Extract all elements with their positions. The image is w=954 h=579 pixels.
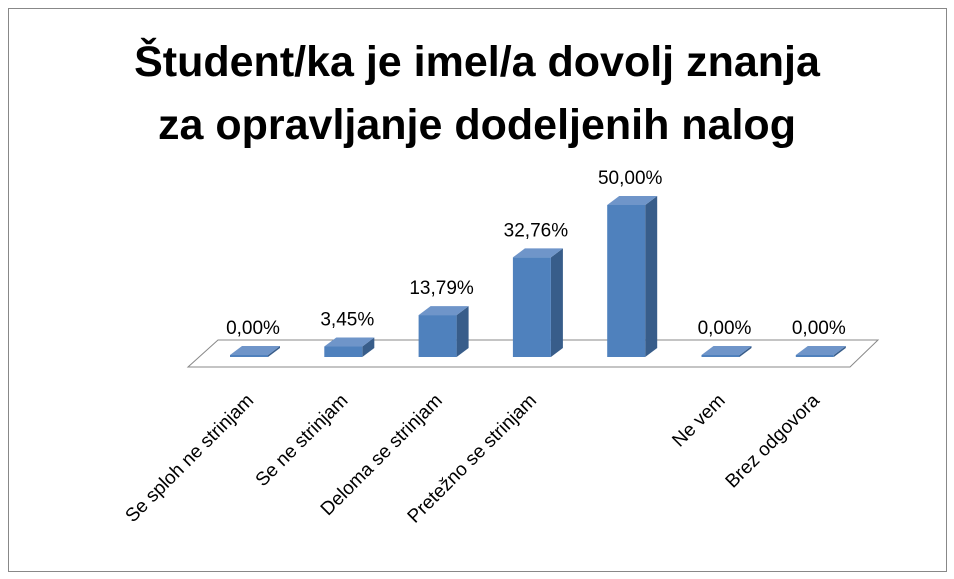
bar-top	[607, 196, 658, 205]
data-label: 0,00%	[792, 318, 846, 339]
bar-side	[739, 346, 752, 357]
bar-top	[795, 346, 846, 355]
data-label: 13,79%	[409, 278, 474, 299]
bar-top	[418, 306, 469, 316]
data-label: 0,00%	[226, 318, 280, 339]
bar	[230, 355, 268, 357]
bar	[701, 355, 740, 357]
bar	[795, 355, 834, 357]
data-label: 3,45%	[320, 310, 374, 331]
bar-side	[456, 306, 469, 357]
bar-top	[324, 337, 375, 347]
bar	[607, 205, 646, 357]
bar-top	[701, 346, 752, 355]
chart-frame	[8, 8, 947, 572]
bar-side	[550, 248, 563, 357]
bar-side	[833, 346, 846, 357]
chart-title: Študent/ka je imel/a dovolj znanja za opr…	[134, 37, 821, 149]
bar	[324, 346, 363, 357]
bar-side	[268, 346, 280, 357]
bar-top	[512, 248, 563, 258]
data-label: 32,76%	[504, 220, 569, 241]
bar-side	[362, 337, 375, 357]
bar	[512, 257, 551, 357]
bar	[418, 315, 457, 357]
data-label: 50,00%	[598, 168, 663, 189]
bar-top	[230, 346, 280, 355]
data-label: 0,00%	[698, 318, 752, 339]
bar-side	[645, 196, 658, 357]
